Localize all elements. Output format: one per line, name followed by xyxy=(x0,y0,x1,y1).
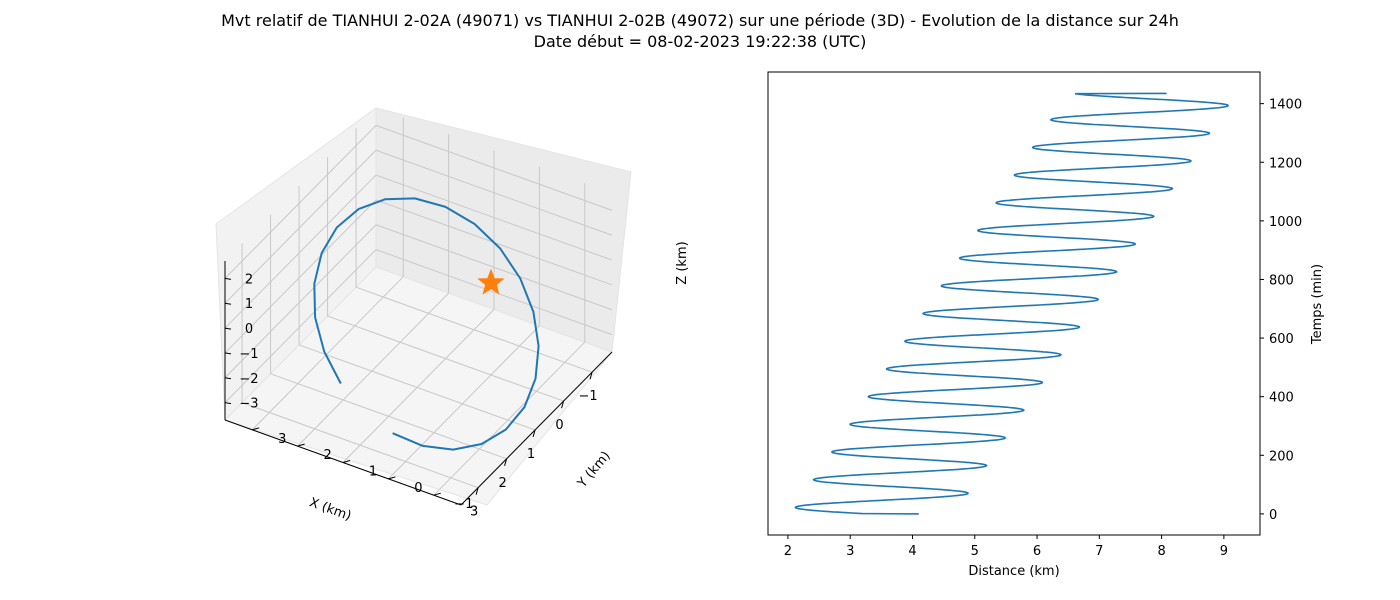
x-tick-label-3d: 1 xyxy=(527,447,535,462)
y-tick-label-distance: 200 xyxy=(1269,449,1294,464)
y-tick-label-distance: 1000 xyxy=(1269,215,1302,230)
grid-line-y xyxy=(433,341,586,496)
x-tick-3d xyxy=(589,372,593,380)
grid-line-y xyxy=(297,292,449,447)
z-tick-label-3d: 0 xyxy=(245,322,253,337)
origin-star-marker xyxy=(477,268,505,295)
z-tick-3d xyxy=(224,377,232,380)
relative-orbit-line xyxy=(313,197,540,451)
x-tick-label-distance: 2 xyxy=(784,544,792,559)
y-tick-3d xyxy=(433,492,441,496)
grid-line-z xyxy=(224,174,377,329)
grid-line-z xyxy=(375,149,613,236)
x-tick-3d xyxy=(504,458,508,466)
x-axis-label-3d: X (km) xyxy=(307,495,353,524)
x-tick-label-distance: 8 xyxy=(1157,544,1165,559)
x-axis-label-distance: Distance (km) xyxy=(968,564,1059,579)
y-tick-label-distance: 600 xyxy=(1269,332,1294,347)
y-tick-label-3d: 0 xyxy=(414,481,422,496)
y-tick-label-3d: −1 xyxy=(454,497,473,512)
ticks-distance: 2 3 4 5 6 7 8 9 0 200 400 600 800 1000 1200 1400 xyxy=(784,98,1302,559)
plot-area-distance xyxy=(767,71,1261,536)
x-tick-label-distance: 6 xyxy=(1033,544,1041,559)
grid-line-z xyxy=(224,224,377,379)
grid-line-z xyxy=(375,249,613,336)
y-tick-3d xyxy=(297,443,305,447)
chart-distance: 2 3 4 5 6 7 8 9 0 200 400 600 800 1000 1200 1400 Distan… xyxy=(767,71,1325,579)
z-tick-3d xyxy=(224,352,232,355)
grid-line-z xyxy=(224,149,377,304)
y-tick-label-3d: 3 xyxy=(278,432,286,447)
y-tick-label-distance: 1200 xyxy=(1269,156,1302,171)
x-tick-3d xyxy=(561,400,565,409)
grid-3d xyxy=(224,117,613,496)
x-tick-label-distance: 3 xyxy=(846,544,854,559)
y-tick-label-3d: 1 xyxy=(369,465,377,480)
figure-title: Mvt relatif de TIANHUI 2-02A (49071) vs … xyxy=(221,11,1179,30)
y-tick-3d xyxy=(388,476,396,480)
x-tick-label-3d: −1 xyxy=(578,389,597,404)
grid-line-z xyxy=(375,224,613,311)
x-tick-label-distance: 7 xyxy=(1095,544,1103,559)
grid-line-y xyxy=(251,276,404,431)
z-tick-3d xyxy=(224,302,232,305)
z-axis-label-3d: Z (km) xyxy=(675,241,690,284)
grid-line-z xyxy=(224,199,377,354)
grid-line-y xyxy=(342,309,495,463)
x-tick-label-distance: 4 xyxy=(908,544,916,559)
y-tick-label-distance: 1400 xyxy=(1269,98,1302,113)
figure-subtitle: Date début = 08-02-2023 19:22:38 (UTC) xyxy=(533,32,867,51)
y-axis-label-3d: Y (km) xyxy=(574,449,613,492)
z-tick-label-3d: −3 xyxy=(239,397,258,412)
y-axis-label-distance: Temps (min) xyxy=(1310,264,1325,345)
grid-line-z xyxy=(375,174,613,261)
z-tick-3d xyxy=(224,277,232,280)
x-tick-label-distance: 5 xyxy=(971,544,979,559)
x-axis-line-3d xyxy=(460,351,613,506)
y-tick-label-distance: 400 xyxy=(1269,391,1294,406)
z-tick-3d xyxy=(224,402,232,405)
x-tick-3d xyxy=(532,429,536,438)
distance-series-line xyxy=(794,92,1229,515)
grid-line-z xyxy=(375,124,613,211)
figure-title-block: Mvt relatif de TIANHUI 2-02A (49071) vs … xyxy=(0,10,1400,52)
x-tick-label-distance: 9 xyxy=(1220,544,1228,559)
grid-line-y xyxy=(388,325,540,480)
z-tick-3d xyxy=(224,327,232,330)
z-tick-label-3d: −2 xyxy=(239,372,258,387)
y-tick-label-3d: 2 xyxy=(323,448,331,463)
y-tick-label-distance: 800 xyxy=(1269,273,1294,288)
z-tick-label-3d: 1 xyxy=(245,297,253,312)
x-tick-label-3d: 3 xyxy=(470,505,478,520)
x-tick-label-3d: 0 xyxy=(555,418,563,433)
grid-line-z xyxy=(224,125,377,279)
z-tick-label-3d: 2 xyxy=(245,272,253,287)
x-tick-label-3d: 2 xyxy=(498,476,506,491)
y-tick-3d xyxy=(342,460,351,463)
z-tick-label-3d: −1 xyxy=(239,347,258,362)
grid-line-z xyxy=(224,249,377,403)
y-tick-3d xyxy=(252,427,260,431)
x-tick-3d xyxy=(475,487,479,495)
y-tick-label-distance: 0 xyxy=(1269,508,1277,523)
